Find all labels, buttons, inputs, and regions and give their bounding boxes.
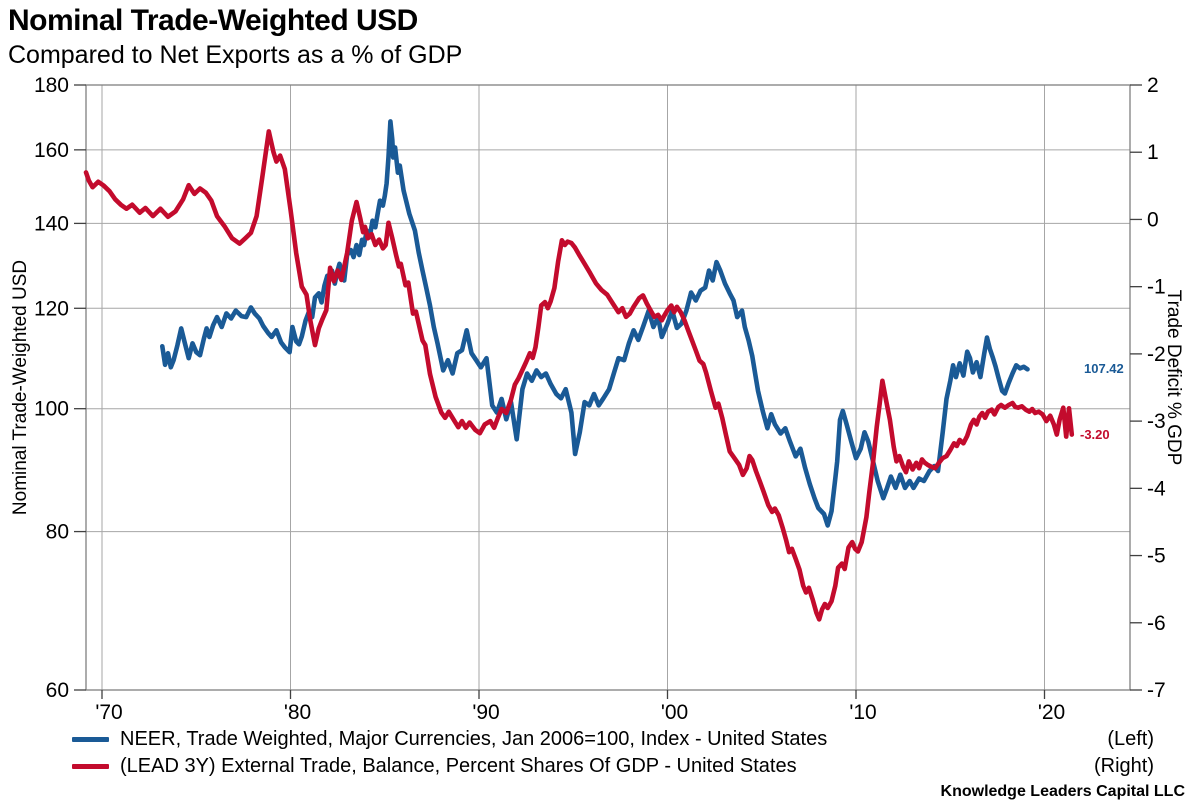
trade-line-swatch	[72, 764, 109, 769]
legend-label-neer: NEER, Trade Weighted, Major Currencies, …	[120, 728, 828, 750]
left-tick-label: 120	[34, 297, 69, 320]
right-tick-label: -7	[1147, 679, 1166, 702]
right-tick-label: -2	[1147, 343, 1166, 366]
page-subtitle: Compared to Net Exports as a % of GDP	[8, 41, 463, 69]
x-tick-label: '70	[95, 701, 122, 724]
left-tick-label: 60	[46, 679, 69, 702]
right-tick-label: 2	[1147, 74, 1159, 97]
neer-end-value-label: 107.42	[1084, 361, 1124, 376]
neer-series-line	[160, 119, 1030, 528]
left-tick-label: 80	[46, 521, 69, 544]
trade-balance-series-line	[83, 129, 1075, 622]
right-tick-label: 0	[1147, 208, 1159, 231]
x-tick-label: '90	[472, 701, 499, 724]
left-axis-title: Nominal Trade-Weighted USD	[10, 260, 31, 515]
legend: NEER, Trade Weighted, Major Currencies, …	[72, 726, 1154, 780]
left-tick-label: 180	[34, 74, 69, 97]
legend-item-trade: (LEAD 3Y) External Trade, Balance, Perce…	[72, 753, 1154, 780]
x-tick-label: '20	[1038, 701, 1065, 724]
x-tick-label: '80	[284, 701, 311, 724]
right-tick-label: -1	[1147, 276, 1166, 299]
right-tick-label: -4	[1147, 477, 1166, 500]
page-title: Nominal Trade-Weighted USD	[8, 4, 418, 37]
legend-item-neer: NEER, Trade Weighted, Major Currencies, …	[72, 726, 1154, 753]
trade-end-value-label: -3.20	[1080, 427, 1110, 442]
right-tick-label: -3	[1147, 410, 1166, 433]
x-tick-label: '10	[849, 701, 876, 724]
neer-line-swatch	[72, 737, 109, 742]
left-tick-label: 140	[34, 212, 69, 235]
left-tick-label: 100	[34, 398, 69, 421]
x-tick-label: '00	[661, 701, 688, 724]
legend-label-trade: (LEAD 3Y) External Trade, Balance, Perce…	[120, 755, 797, 777]
left-tick-label: 160	[34, 139, 69, 162]
right-tick-label: -5	[1147, 545, 1166, 568]
footer-credit: Knowledge Leaders Capital LLC	[940, 783, 1185, 800]
legend-axis-left: (Left)	[1107, 728, 1154, 750]
right-tick-label: -6	[1147, 612, 1166, 635]
right-tick-label: 1	[1147, 141, 1159, 164]
plot-border	[85, 84, 1131, 691]
legend-axis-right: (Right)	[1093, 755, 1154, 777]
right-axis-title: Trade Deficit % GDP	[1163, 290, 1184, 466]
